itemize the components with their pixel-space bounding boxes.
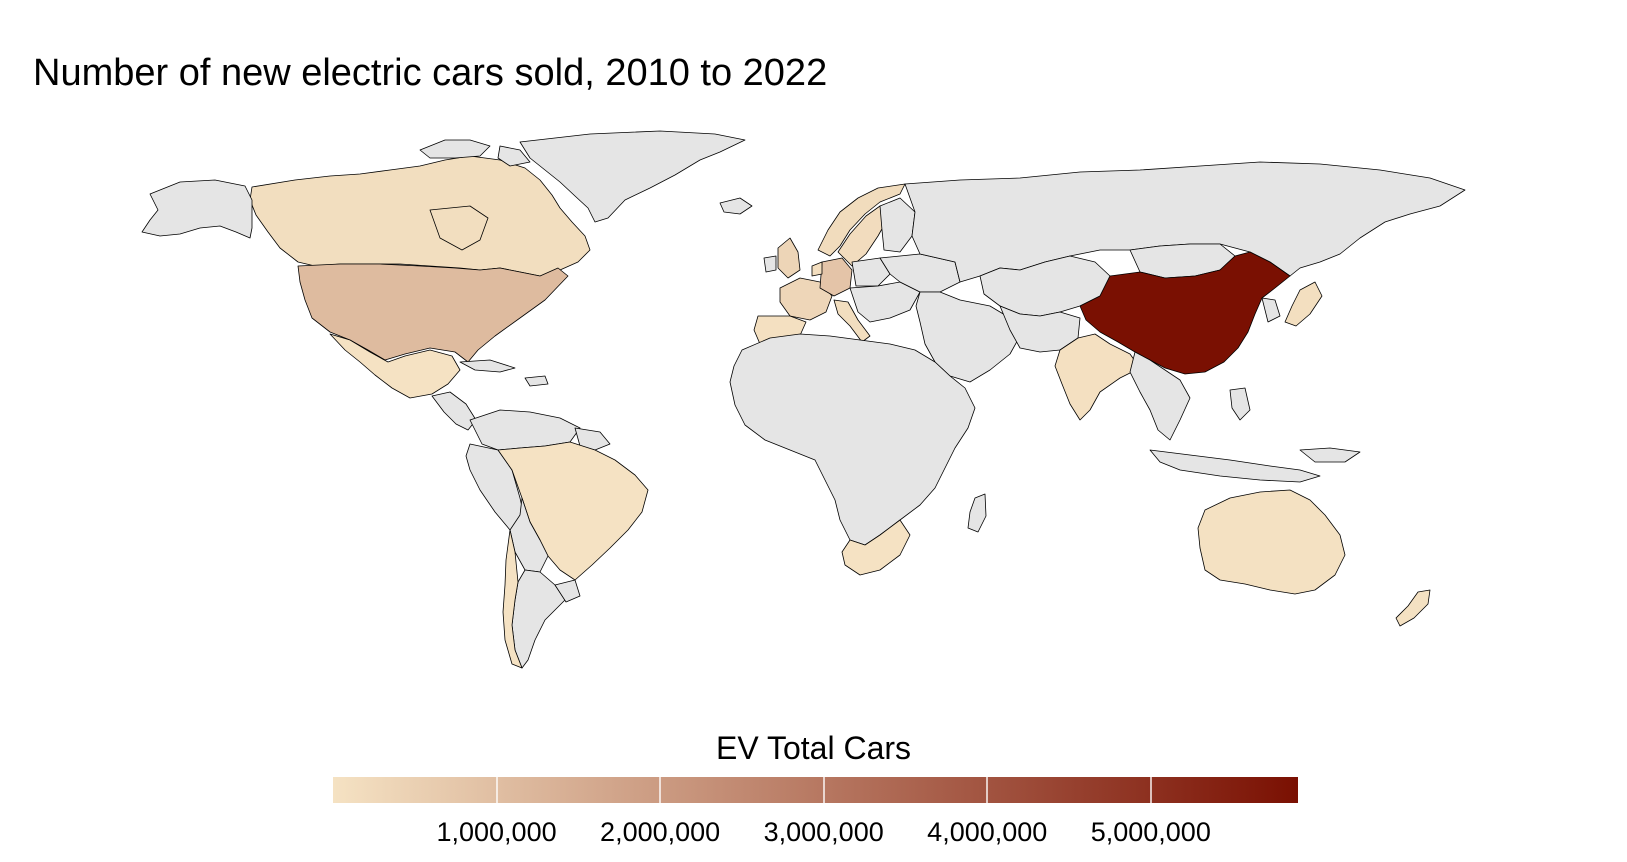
country-mexico xyxy=(329,333,461,399)
legend-tick-mark xyxy=(822,777,825,803)
country-netherlands xyxy=(811,261,823,277)
country-united-states xyxy=(297,263,569,363)
legend-tick-label: 5,000,000 xyxy=(1090,817,1211,847)
country-alaska xyxy=(141,179,253,239)
country-eastern-europe xyxy=(849,281,921,323)
country-iceland xyxy=(719,197,753,215)
country-chile xyxy=(502,529,523,669)
world-map xyxy=(141,130,1466,669)
country-france xyxy=(779,277,833,321)
country-uruguay xyxy=(554,579,581,603)
country-new-zealand xyxy=(1395,589,1431,627)
legend-tick-mark xyxy=(495,777,498,803)
country-italy xyxy=(833,299,871,343)
country-finland xyxy=(879,197,916,253)
country-poland xyxy=(851,257,891,287)
country-southeast-asia xyxy=(1129,351,1191,441)
country-germany xyxy=(819,257,853,297)
country-japan xyxy=(1284,281,1323,327)
legend-tick-label: 4,000,000 xyxy=(927,817,1048,847)
country-united-kingdom xyxy=(777,237,801,279)
legend-tick-label: 2,000,000 xyxy=(600,817,721,847)
legend-tick-mark xyxy=(1149,777,1152,803)
country-greenland xyxy=(519,130,746,223)
country-australia xyxy=(1197,489,1346,595)
country-ireland xyxy=(763,255,777,273)
country-korea xyxy=(1261,297,1281,323)
country-africa xyxy=(729,333,976,546)
country-madagascar xyxy=(967,493,987,533)
legend-color-bar xyxy=(333,777,1298,803)
country-middle-east xyxy=(915,291,1021,383)
country-central-america xyxy=(431,391,477,431)
country-india xyxy=(1054,333,1141,421)
country-philippines xyxy=(1229,387,1251,421)
country-canada xyxy=(249,155,591,277)
page-title: Number of new electric cars sold, 2010 t… xyxy=(33,52,828,94)
legend-tick-mark xyxy=(986,777,989,803)
country-indonesia xyxy=(1149,447,1361,483)
legend-tick-label: 1,000,000 xyxy=(436,817,557,847)
legend-tick-label: 3,000,000 xyxy=(763,817,884,847)
legend-tick-mark xyxy=(659,777,662,803)
country-guianas xyxy=(574,427,611,451)
country-canada-arctic xyxy=(419,139,531,167)
country-norway xyxy=(817,183,906,257)
country-south-africa xyxy=(841,519,911,576)
legend-title: EV Total Cars xyxy=(715,730,912,766)
country-caribbean xyxy=(459,359,549,387)
